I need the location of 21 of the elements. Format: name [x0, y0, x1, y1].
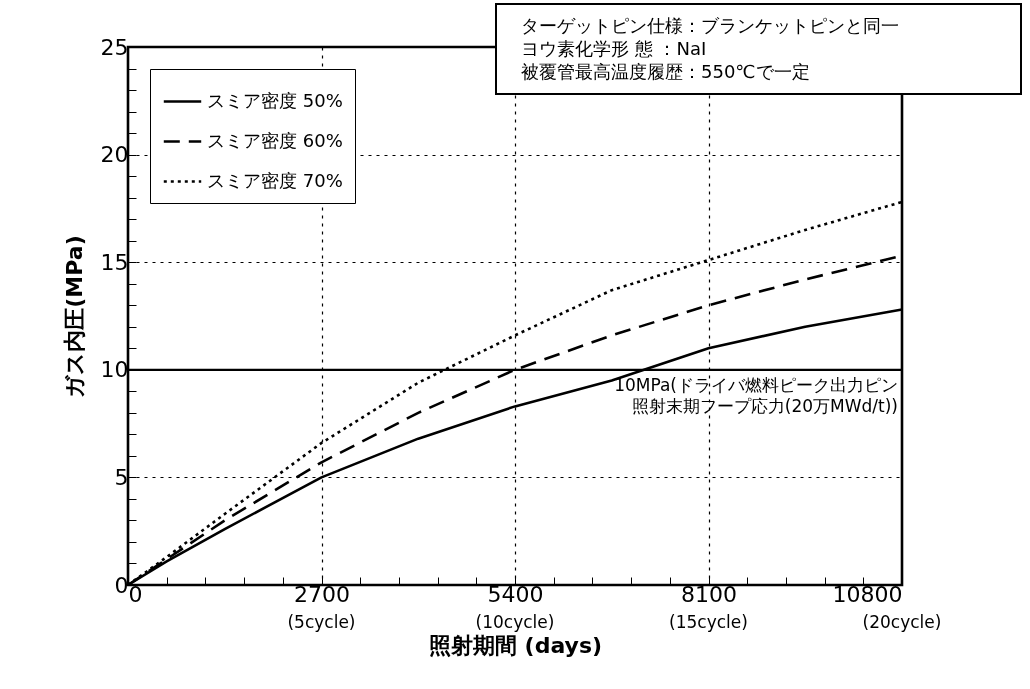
y-axis-title: ガス内圧(MPa): [61, 235, 87, 398]
x-tick-label: 2700: [294, 581, 350, 607]
text: (5cycle): [287, 612, 356, 632]
legend-label: スミア密度 60%: [207, 129, 343, 151]
legend-label: スミア密度 50%: [207, 89, 343, 111]
x-tick-label: 8100: [681, 581, 737, 607]
text: (20cycle): [862, 612, 942, 632]
annotation: 被覆管最高温度履歴：550℃で一定: [521, 60, 811, 83]
text: (10cycle): [475, 612, 555, 632]
x-tick-label: 5400: [487, 581, 544, 607]
x-axis-title: 照射期間 (days): [428, 632, 603, 658]
y-tick-label: 5: [114, 464, 129, 490]
text: (15cycle): [669, 612, 748, 632]
x-tick-label: 10800: [832, 581, 903, 607]
y-tick-label: 20: [100, 142, 129, 168]
note-box: ターゲットピン仕様：ブランケットピンと同一 ヨウ素化学形 態 ：NaI 被覆管最高温度履歴：550℃で一定: [495, 3, 1022, 95]
y-tick-label: 15: [100, 249, 129, 275]
legend-label: スミア密度 70%: [207, 169, 343, 191]
annotation: ヨウ素化学形 態 ：NaI: [521, 37, 708, 60]
y-tick-label: 25: [100, 34, 129, 60]
y-tick-label: 10: [100, 357, 129, 383]
